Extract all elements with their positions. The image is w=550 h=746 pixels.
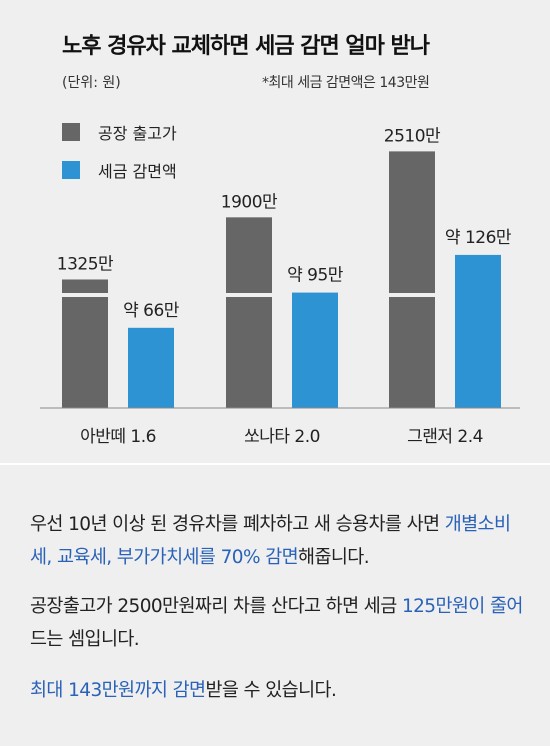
tax-reduction-label: 약 95만 bbox=[287, 266, 344, 286]
paragraph-2-text-c: 드는 셈입니다. bbox=[30, 629, 140, 650]
paragraph-1-highlight: 개별소비세, 교육세, 부가가치세를 70% 감면 bbox=[30, 514, 511, 568]
factory-price-bar-upper bbox=[226, 217, 272, 293]
paragraph-3-highlight: 최대 143만원까지 감면 bbox=[30, 680, 206, 701]
tax-reduction-label: 약 66만 bbox=[123, 301, 180, 321]
factory-price-bar-lower bbox=[389, 297, 435, 408]
paragraph-1: 우선 10년 이상 된 경유차를 폐차하고 새 승용차를 사면 개별소비세, 교… bbox=[30, 508, 530, 574]
legend-tax-reduction: 세금 감면액 bbox=[62, 158, 177, 182]
tax-reduction-bar bbox=[292, 292, 338, 408]
tax-reduction-label: 약 126만 bbox=[445, 228, 512, 248]
paragraph-3-text-b: 받을 수 있습니다. bbox=[205, 680, 337, 701]
tax-reduction-bar bbox=[128, 327, 174, 408]
paragraph-2-text-a: 공장출고가 2500만원짜리 차를 산다고 하면 세금 bbox=[30, 596, 402, 617]
category-label: 아반떼 1.6 bbox=[80, 427, 156, 447]
paragraph-3: 최대 143만원까지 감면받을 수 있습니다. bbox=[30, 674, 530, 707]
legend-swatch-blue bbox=[62, 161, 80, 179]
factory-price-bar-upper bbox=[62, 279, 108, 293]
max-reduction-note: *최대 세금 감면액은 143만원 bbox=[262, 75, 430, 91]
paragraph-1-text-c: 해줍니다. bbox=[298, 547, 370, 568]
legend-swatch-gray bbox=[62, 123, 80, 141]
factory-price-bar-lower bbox=[62, 297, 108, 408]
category-label: 쏘나타 2.0 bbox=[244, 427, 320, 447]
factory-price-label: 2510만 bbox=[384, 126, 441, 146]
factory-price-label: 1900만 bbox=[221, 192, 278, 212]
factory-price-bar-lower bbox=[226, 297, 272, 408]
category-label: 그랜저 2.4 bbox=[407, 427, 483, 447]
legend-label-factory-price: 공장 출고가 bbox=[98, 124, 177, 143]
factory-price-bar-upper bbox=[389, 151, 435, 293]
tax-reduction-bar bbox=[455, 254, 501, 408]
legend-factory-price: 공장 출고가 bbox=[62, 120, 177, 144]
paragraph-1-text-a: 우선 10년 이상 된 경유차를 폐차하고 새 승용차를 사면 bbox=[30, 514, 445, 535]
unit-label: (단위: 원) bbox=[62, 75, 121, 91]
factory-price-label: 1325만 bbox=[57, 254, 114, 274]
legend-label-tax-reduction: 세금 감면액 bbox=[98, 162, 177, 181]
section-divider bbox=[0, 463, 550, 465]
paragraph-2-highlight: 125만원이 줄어 bbox=[401, 596, 524, 617]
chart-title: 노후 경유차 교체하면 세금 감면 얼마 받나 bbox=[62, 34, 430, 59]
paragraph-2: 공장출고가 2500만원짜리 차를 산다고 하면 세금 125만원이 줄어드는 … bbox=[30, 590, 530, 656]
